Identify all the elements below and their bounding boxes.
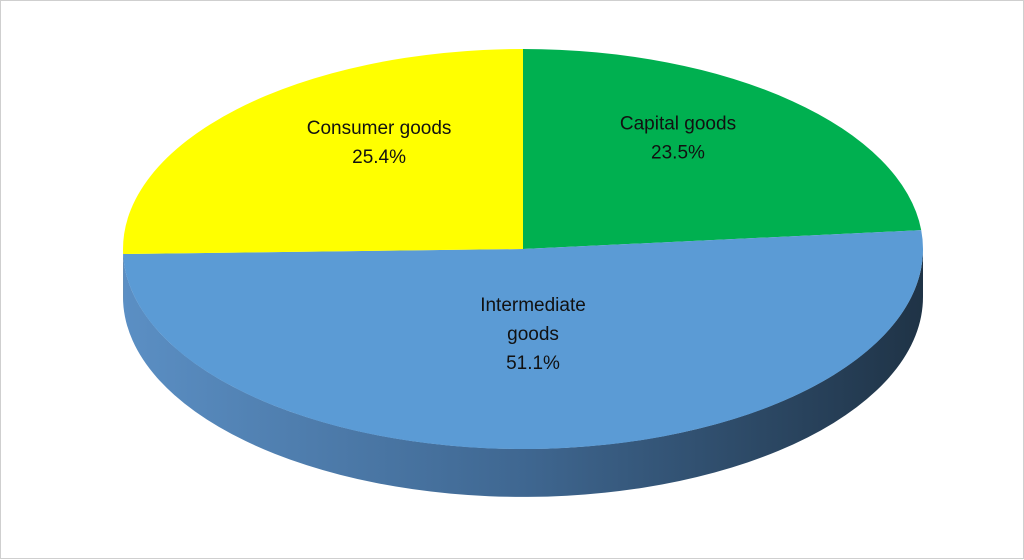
pie-slice-consumer[interactable] (123, 49, 523, 254)
pie-slice-capital[interactable] (523, 49, 921, 249)
